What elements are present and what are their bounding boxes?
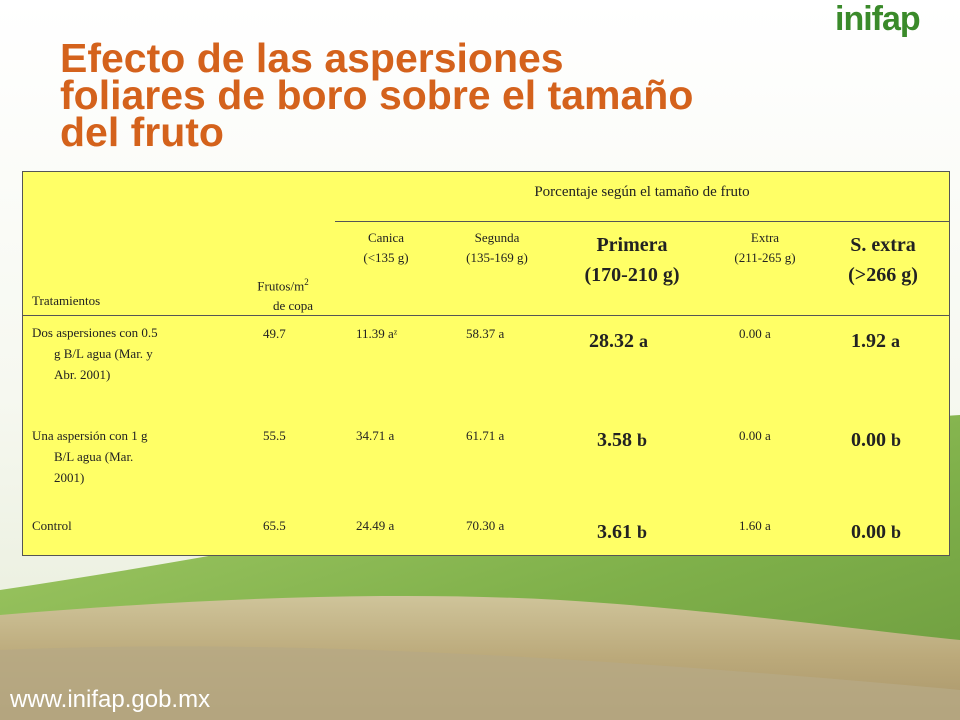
header-sextra: S. extra (>266 g) — [848, 234, 918, 286]
table-row-3-extra: 1.60 a — [739, 518, 771, 533]
table-row-2-canica: 34.71 a — [356, 428, 395, 443]
table-row-3-primera: 3.61 b — [597, 521, 648, 543]
table-row-3-sextra: 0.00 b — [851, 521, 902, 543]
header-primera: Primera (170-210 g) — [584, 234, 680, 286]
website-url[interactable]: www.inifap.gob.mx — [10, 686, 211, 713]
group-header: Porcentaje según el tamaño de fruto — [534, 184, 750, 200]
header-extra: Extra (211-265 g) — [734, 230, 796, 265]
table-row-3-segunda: 70.30 a — [466, 518, 505, 533]
title-line-1: Efecto de las aspersiones — [60, 35, 564, 81]
table-divider — [335, 221, 949, 222]
table-row-1-canica: 11.39 aᶻ — [356, 326, 398, 341]
header-canica: Canica (<135 g) — [363, 230, 409, 265]
table-row-2-treatment: Una aspersión con 1 g B/L agua (Mar. 200… — [32, 428, 148, 485]
table-row-1-extra: 0.00 a — [739, 326, 771, 341]
table-row-2-segunda: 61.71 a — [466, 428, 505, 443]
inifap-logo: inifap — [835, 0, 921, 38]
title-line-3: del fruto — [60, 109, 224, 155]
table-row-1-treatment: Dos aspersiones con 0.5 g B/L agua (Mar.… — [32, 325, 158, 382]
table-row-1-primera: 28.32 a — [589, 330, 648, 352]
table-row-1-segunda: 58.37 a — [466, 326, 505, 341]
header-treatments: Tratamientos — [32, 293, 101, 308]
table-row-1-sextra: 1.92 a — [851, 330, 900, 352]
header-segunda: Segunda (135-169 g) — [466, 230, 528, 265]
header-fruits: Frutos/m2 de copa — [257, 277, 314, 314]
table-row-1-frutos: 49.7 — [263, 326, 286, 341]
table-row-2-primera: 3.58 b — [597, 429, 648, 451]
table-row-2-frutos: 55.5 — [263, 428, 286, 443]
slide-title: Efecto de las aspersiones foliares de bo… — [60, 38, 880, 153]
table-row-2-extra: 0.00 a — [739, 428, 771, 443]
results-table: Porcentaje según el tamaño de fruto Trat… — [22, 171, 950, 556]
table-row-3-canica: 24.49 a — [356, 518, 395, 533]
table-row-2-sextra: 0.00 b — [851, 429, 902, 451]
table-divider — [23, 315, 949, 316]
table-row-3-frutos: 65.5 — [263, 518, 286, 533]
title-line-2: foliares de boro sobre el tamaño — [60, 72, 694, 118]
table-row-3-treatment: Control — [32, 518, 72, 533]
